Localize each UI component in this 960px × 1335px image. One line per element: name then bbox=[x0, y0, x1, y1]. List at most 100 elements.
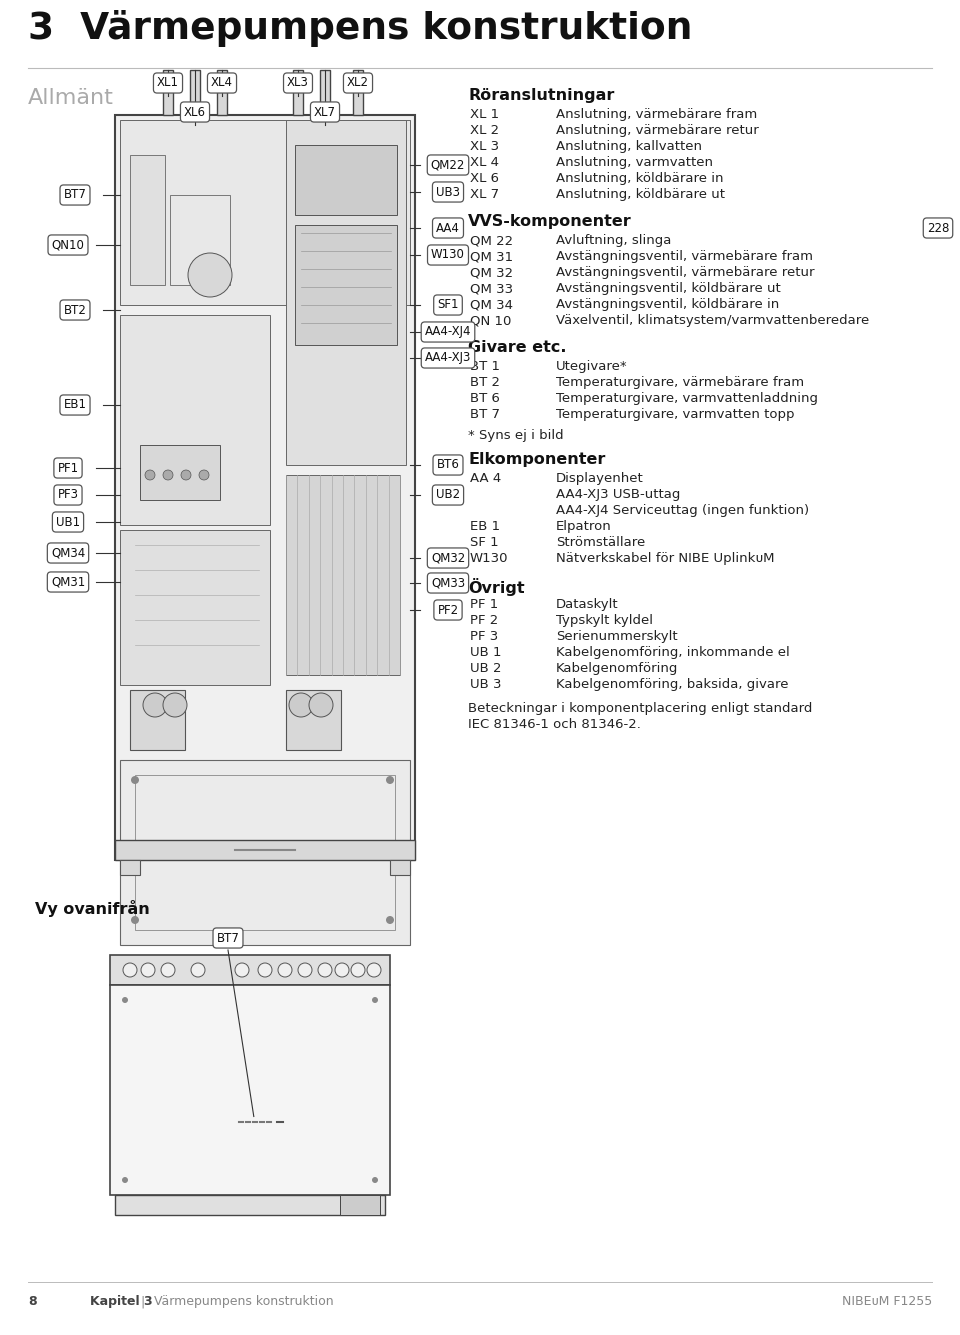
Circle shape bbox=[191, 963, 205, 977]
Circle shape bbox=[163, 693, 187, 717]
Text: Strömställare: Strömställare bbox=[556, 535, 645, 549]
Circle shape bbox=[318, 963, 332, 977]
Text: Avstängningsventil, köldbärare in: Avstängningsventil, köldbärare in bbox=[556, 298, 780, 311]
Text: Anslutning, värmebärare fram: Anslutning, värmebärare fram bbox=[556, 108, 757, 121]
Bar bbox=[390, 860, 410, 874]
Text: UB 3: UB 3 bbox=[470, 678, 501, 692]
Text: VVS-komponenter: VVS-komponenter bbox=[468, 214, 632, 230]
Text: XL 3: XL 3 bbox=[470, 140, 499, 154]
Text: BT7: BT7 bbox=[217, 932, 239, 944]
Circle shape bbox=[122, 1177, 128, 1183]
Text: EB 1: EB 1 bbox=[470, 521, 500, 533]
Circle shape bbox=[235, 963, 249, 977]
Circle shape bbox=[123, 963, 137, 977]
Text: Anslutning, köldbärare in: Anslutning, köldbärare in bbox=[556, 172, 724, 186]
Text: 228: 228 bbox=[926, 222, 949, 235]
Bar bbox=[115, 115, 415, 860]
Text: Avstängningsventil, värmebärare fram: Avstängningsventil, värmebärare fram bbox=[556, 250, 813, 263]
Circle shape bbox=[258, 963, 272, 977]
Bar bbox=[120, 860, 140, 874]
Text: AA4-XJ4 Serviceuttag (ingen funktion): AA4-XJ4 Serviceuttag (ingen funktion) bbox=[556, 505, 809, 517]
Text: Anslutning, varmvatten: Anslutning, varmvatten bbox=[556, 156, 713, 170]
Circle shape bbox=[181, 470, 191, 481]
Text: SF1: SF1 bbox=[437, 299, 459, 311]
Circle shape bbox=[335, 963, 349, 977]
Circle shape bbox=[131, 916, 139, 924]
Circle shape bbox=[141, 963, 155, 977]
Text: BT 6: BT 6 bbox=[470, 392, 500, 405]
Text: Allmänt: Allmänt bbox=[28, 88, 114, 108]
Text: QM 32: QM 32 bbox=[470, 266, 514, 279]
Bar bbox=[340, 1195, 380, 1215]
Text: Kapitel 3: Kapitel 3 bbox=[90, 1295, 153, 1308]
Text: AA4-XJ3: AA4-XJ3 bbox=[425, 351, 471, 364]
Text: Värmepumpens konstruktion: Värmepumpens konstruktion bbox=[150, 1295, 334, 1308]
Bar bbox=[286, 475, 400, 676]
Text: Avluftning, slinga: Avluftning, slinga bbox=[556, 234, 671, 247]
Text: Temperaturgivare, varmvattenladdning: Temperaturgivare, varmvattenladdning bbox=[556, 392, 818, 405]
Text: BT6: BT6 bbox=[437, 458, 460, 471]
Text: QM31: QM31 bbox=[51, 575, 85, 589]
Circle shape bbox=[163, 470, 173, 481]
Text: QM33: QM33 bbox=[431, 577, 465, 590]
Text: QM22: QM22 bbox=[431, 159, 466, 171]
Text: Röranslutningar: Röranslutningar bbox=[468, 88, 614, 103]
Text: Elpatron: Elpatron bbox=[556, 521, 612, 533]
Text: XL1: XL1 bbox=[157, 76, 179, 89]
Text: Typskylt kyldel: Typskylt kyldel bbox=[556, 614, 653, 627]
Text: W130: W130 bbox=[431, 248, 465, 262]
Text: BT 7: BT 7 bbox=[470, 409, 500, 421]
Circle shape bbox=[372, 1177, 378, 1183]
Text: AA4-XJ4: AA4-XJ4 bbox=[424, 326, 471, 339]
Text: NIBEᴜM F1255: NIBEᴜM F1255 bbox=[842, 1295, 932, 1308]
Text: Utegivare*: Utegivare* bbox=[556, 360, 628, 372]
Text: PF 2: PF 2 bbox=[470, 614, 498, 627]
Bar bbox=[120, 315, 270, 525]
Circle shape bbox=[298, 963, 312, 977]
Text: QN 10: QN 10 bbox=[470, 314, 512, 327]
Text: Kabelgenomföring, inkommande el: Kabelgenomföring, inkommande el bbox=[556, 646, 790, 659]
Text: XL4: XL4 bbox=[211, 76, 233, 89]
Circle shape bbox=[131, 776, 139, 784]
Circle shape bbox=[309, 693, 333, 717]
Circle shape bbox=[143, 693, 167, 717]
Text: XL 6: XL 6 bbox=[470, 172, 499, 186]
Text: PF3: PF3 bbox=[58, 489, 79, 502]
Text: * Syns ej i bild: * Syns ej i bild bbox=[468, 429, 564, 442]
Text: BT2: BT2 bbox=[63, 303, 86, 316]
Bar bbox=[115, 840, 415, 860]
Text: XL 1: XL 1 bbox=[470, 108, 499, 121]
Text: PF 1: PF 1 bbox=[470, 598, 498, 611]
Text: PF2: PF2 bbox=[438, 603, 459, 617]
Bar bbox=[286, 690, 341, 750]
Circle shape bbox=[161, 963, 175, 977]
Text: 8: 8 bbox=[28, 1295, 36, 1308]
Bar bbox=[295, 146, 397, 215]
Text: UB 1: UB 1 bbox=[470, 646, 501, 659]
Text: 3  Värmepumpens konstruktion: 3 Värmepumpens konstruktion bbox=[28, 9, 692, 47]
Text: W130: W130 bbox=[470, 551, 509, 565]
Bar bbox=[295, 226, 397, 344]
Text: QM 22: QM 22 bbox=[470, 234, 514, 247]
Text: Övrigt: Övrigt bbox=[468, 578, 524, 595]
Text: Anslutning, värmebärare retur: Anslutning, värmebärare retur bbox=[556, 124, 758, 138]
Bar bbox=[293, 69, 303, 115]
Text: Vy ovanifrån: Vy ovanifrån bbox=[35, 900, 150, 917]
Text: AA 4: AA 4 bbox=[470, 473, 501, 485]
Circle shape bbox=[386, 916, 394, 924]
Text: EB1: EB1 bbox=[63, 399, 86, 411]
Bar bbox=[115, 1195, 385, 1215]
Bar bbox=[320, 69, 330, 115]
Text: BT7: BT7 bbox=[63, 188, 86, 202]
Circle shape bbox=[372, 997, 378, 1003]
Text: Kabelgenomföring, baksida, givare: Kabelgenomföring, baksida, givare bbox=[556, 678, 788, 692]
Text: Dataskylt: Dataskylt bbox=[556, 598, 618, 611]
Bar bbox=[135, 776, 395, 930]
Bar bbox=[120, 760, 410, 945]
Text: UB2: UB2 bbox=[436, 489, 460, 502]
Circle shape bbox=[278, 963, 292, 977]
Text: Avstängningsventil, värmebärare retur: Avstängningsventil, värmebärare retur bbox=[556, 266, 814, 279]
Text: PF 3: PF 3 bbox=[470, 630, 498, 643]
Text: XL 2: XL 2 bbox=[470, 124, 499, 138]
Bar bbox=[163, 69, 173, 115]
